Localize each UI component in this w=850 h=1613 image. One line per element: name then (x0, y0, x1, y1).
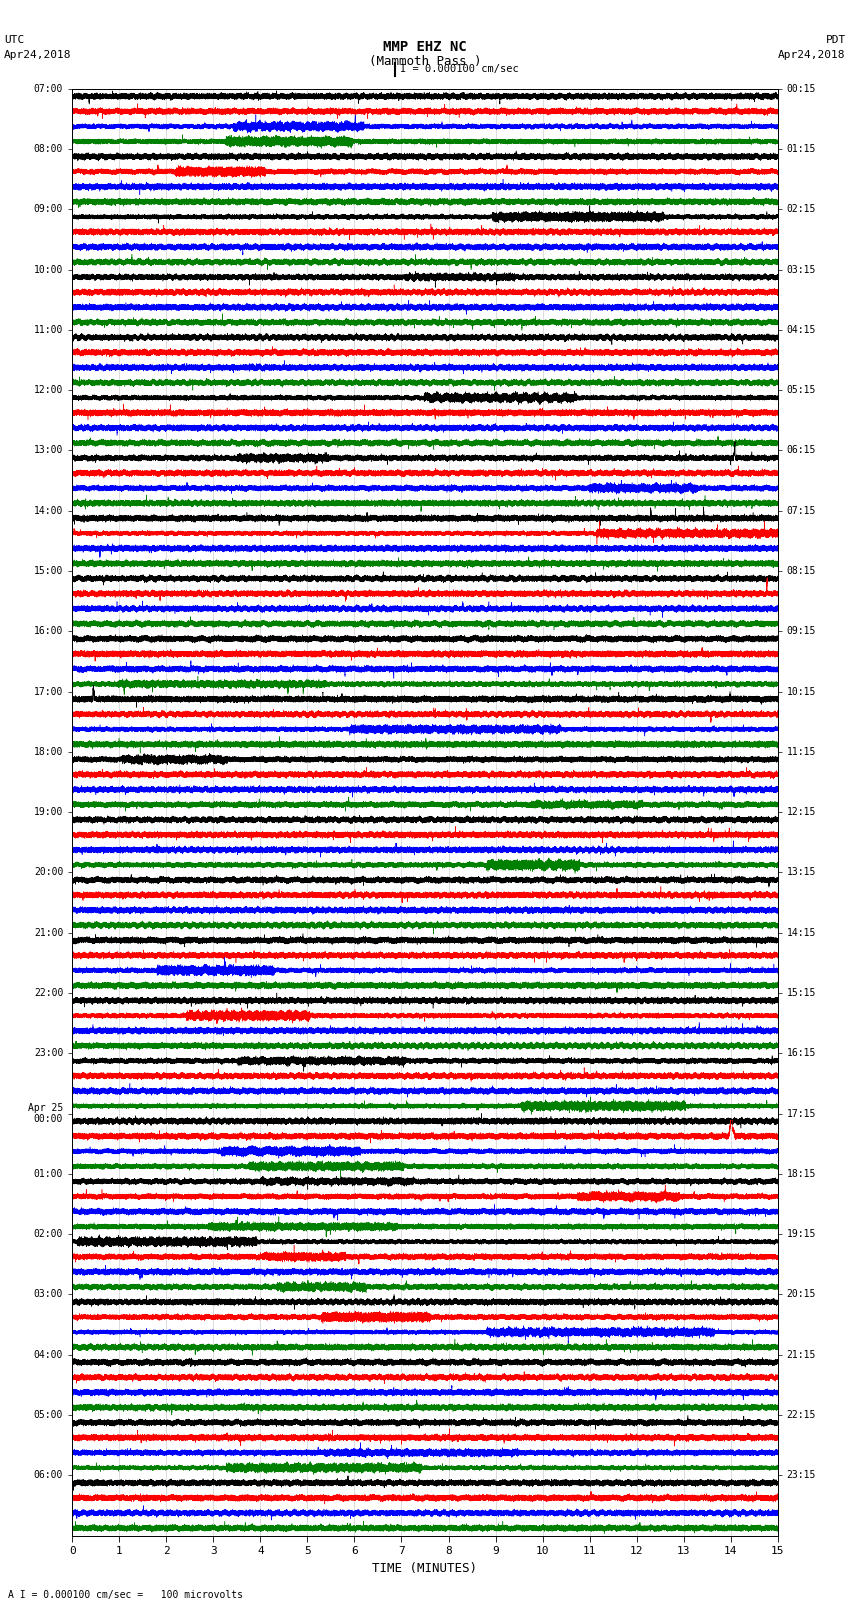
Text: (Mammoth Pass ): (Mammoth Pass ) (369, 55, 481, 68)
Text: UTC: UTC (4, 35, 25, 45)
Text: Apr24,2018: Apr24,2018 (4, 50, 71, 60)
Text: I = 0.000100 cm/sec: I = 0.000100 cm/sec (400, 65, 518, 74)
X-axis label: TIME (MINUTES): TIME (MINUTES) (372, 1561, 478, 1574)
Text: Apr24,2018: Apr24,2018 (779, 50, 846, 60)
Text: PDT: PDT (825, 35, 846, 45)
Text: MMP EHZ NC: MMP EHZ NC (383, 40, 467, 55)
Text: A I = 0.000100 cm/sec =   100 microvolts: A I = 0.000100 cm/sec = 100 microvolts (8, 1590, 243, 1600)
